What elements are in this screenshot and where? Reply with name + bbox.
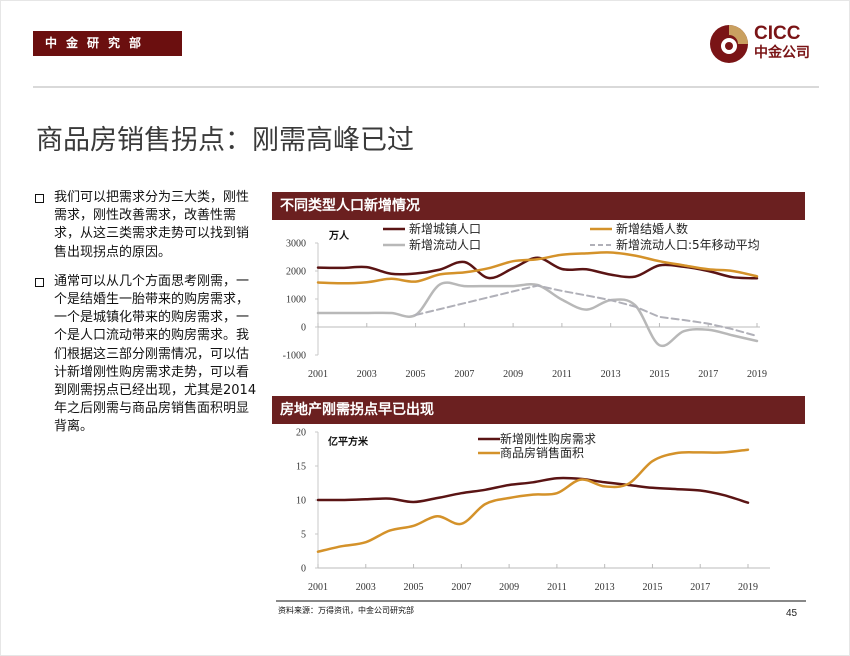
- legend-label-sales-area: 商品房销售面积: [500, 445, 584, 460]
- cicc-logo-mark-icon: [710, 25, 748, 63]
- chart2-title: 房地产刚需拐点早已出现: [272, 396, 805, 424]
- x-tick-label: 2003: [357, 369, 377, 380]
- x-tick-label: 2019: [738, 582, 758, 593]
- y-tick-label: 20: [296, 428, 306, 439]
- chart1-series: [316, 251, 759, 348]
- chart2-unit-label: 亿平方米: [328, 435, 369, 448]
- bullet-item: 通常可以从几个方面思考刚需，一个是结婚生一胎带来的购房需求，一个是城镇化带来的购…: [33, 273, 258, 437]
- x-tick-label: 2007: [454, 369, 474, 380]
- x-tick-label: 2007: [451, 582, 471, 593]
- x-tick-label: 2005: [404, 582, 424, 593]
- x-tick-label: 2013: [595, 582, 615, 593]
- x-tick-label: 2015: [649, 369, 669, 380]
- x-tick-label: 2005: [406, 369, 426, 380]
- bullet-list: 我们可以把需求分为三大类，刚性需求，刚性改善需求，改善性需求，从这三类需求走势可…: [33, 189, 258, 448]
- x-tick-label: 2017: [698, 369, 718, 380]
- legend-label-floating: 新增流动人口: [409, 237, 481, 252]
- x-tick-label: 2001: [308, 369, 328, 380]
- series-line-1-3: [316, 281, 759, 348]
- legend-label-rigid-demand: 新增刚性购房需求: [500, 431, 596, 446]
- x-tick-label: 2017: [690, 582, 710, 593]
- cicc-logo: CICC 中金公司: [708, 22, 828, 68]
- y-tick-label: 2000: [286, 267, 306, 278]
- series-line-1-1: [316, 256, 759, 280]
- chart1-legend: 新增城镇人口 新增流动人口 新增结婚人数 新增流动人口:5年移动平均: [383, 221, 760, 252]
- bullet-item: 我们可以把需求分为三大类，刚性需求，刚性改善需求，改善性需求，从这三类需求走势可…: [33, 189, 258, 262]
- x-tick-label: 2001: [308, 582, 328, 593]
- x-tick-label: 2015: [642, 582, 662, 593]
- legend-label-marriage: 新增结婚人数: [616, 221, 688, 236]
- logo-chinese-text: 中金公司: [754, 45, 810, 61]
- legend-label-urban: 新增城镇人口: [409, 221, 481, 236]
- x-tick-label: 2003: [356, 582, 376, 593]
- department-badge: 中金研究部: [33, 31, 182, 56]
- y-tick-label: 15: [296, 462, 306, 473]
- x-tick-label: 2011: [552, 369, 572, 380]
- source-note: 资料来源：万得资讯，中金公司研究部: [278, 606, 414, 615]
- square-bullet-icon: [35, 277, 44, 287]
- bullet-text: 通常可以从几个方面思考刚需，一个是结婚生一胎带来的购房需求，一个是城镇化带来的购…: [54, 273, 257, 435]
- chart1-title: 不同类型人口新增情况: [272, 192, 805, 220]
- chart1-unit-label: 万人: [328, 229, 350, 242]
- bullet-text: 我们可以把需求分为三大类，刚性需求，刚性改善需求，改善性需求，从这三类需求走势可…: [54, 190, 250, 260]
- header-divider: [33, 86, 819, 88]
- legend-label-floating-ma: 新增流动人口:5年移动平均: [616, 237, 760, 252]
- series-line-2-2: [316, 448, 750, 553]
- x-tick-label: 2009: [499, 582, 519, 593]
- x-tick-label: 2009: [503, 369, 523, 380]
- x-tick-label: 2013: [601, 369, 621, 380]
- square-bullet-icon: [35, 194, 44, 203]
- footer-divider: [276, 600, 806, 602]
- y-tick-label: -1000: [283, 351, 306, 362]
- chart2-legend: 新增刚性购房需求 商品房销售面积: [478, 431, 596, 460]
- logo-latin-text: CICC: [754, 23, 801, 44]
- y-tick-label: 0: [301, 564, 306, 575]
- x-tick-label: 2011: [547, 582, 567, 593]
- y-tick-label: 3000: [286, 239, 306, 250]
- page-number: 45: [786, 608, 798, 619]
- page-title: 商品房销售拐点：刚需高峰已过: [36, 125, 414, 156]
- series-line-2-1: [316, 476, 750, 504]
- x-tick-label: 2019: [747, 369, 767, 380]
- y-tick-label: 1000: [286, 295, 306, 306]
- y-tick-label: 10: [296, 496, 306, 507]
- y-tick-label: 0: [301, 323, 306, 334]
- y-tick-label: 5: [301, 530, 306, 541]
- chart2-series: [316, 448, 750, 553]
